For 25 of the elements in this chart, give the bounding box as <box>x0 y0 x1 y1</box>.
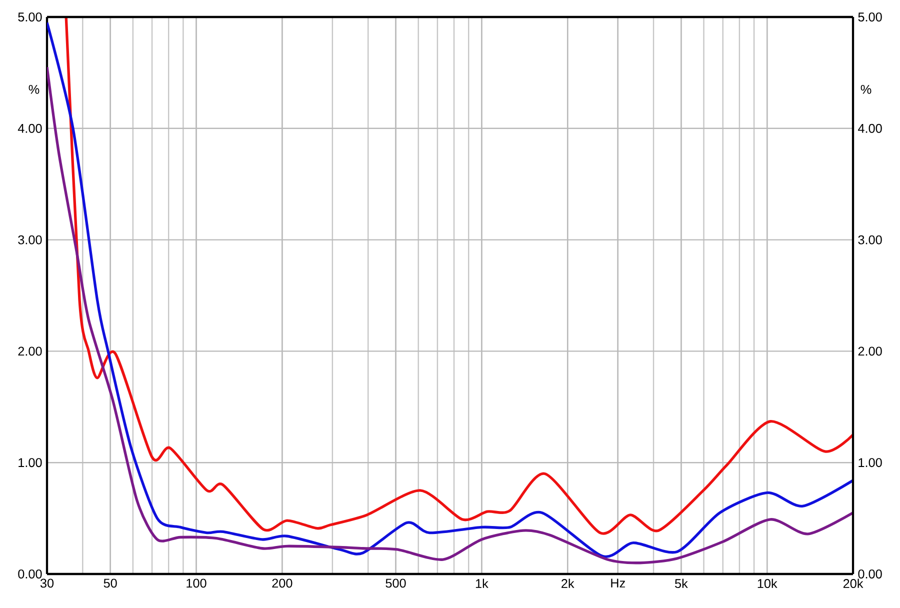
y2-tick-label: 2.00 <box>858 346 882 356</box>
x-tick-label: 5k <box>674 578 688 588</box>
y-axis-title: % <box>28 84 40 94</box>
y2-tick-label: 4.00 <box>858 124 882 133</box>
y2-tick-label: 0.00 <box>858 570 882 578</box>
y-tick-label: 5.00 <box>18 12 42 22</box>
x-tick-label: 200 <box>272 578 292 588</box>
x-tick-label: 1k <box>476 578 488 588</box>
x-tick-label: 50 <box>104 578 117 588</box>
y-tick-label: 2.00 <box>18 346 42 356</box>
x-tick-label: 100 <box>186 578 206 588</box>
y-tick-label: 4.00 <box>18 124 42 133</box>
y-tick-label: 1.00 <box>18 458 42 468</box>
x-tick-label: 2k <box>562 578 574 588</box>
x-tick-label: 20k <box>843 578 864 588</box>
y-tick-label: 3.00 <box>18 235 42 244</box>
y2-axis-title: % <box>860 84 872 94</box>
y2-tick-label: 5.00 <box>858 12 882 22</box>
x-tick-label: Hz <box>611 578 625 588</box>
y2-tick-label: 1.00 <box>858 458 882 468</box>
x-tick-label: 500 <box>386 578 406 588</box>
x-tick-label: 30 <box>40 578 54 588</box>
y2-tick-label: 3.00 <box>858 235 882 244</box>
y-tick-label: 0.00 <box>18 570 42 578</box>
x-tick-label: 10k <box>758 578 778 588</box>
